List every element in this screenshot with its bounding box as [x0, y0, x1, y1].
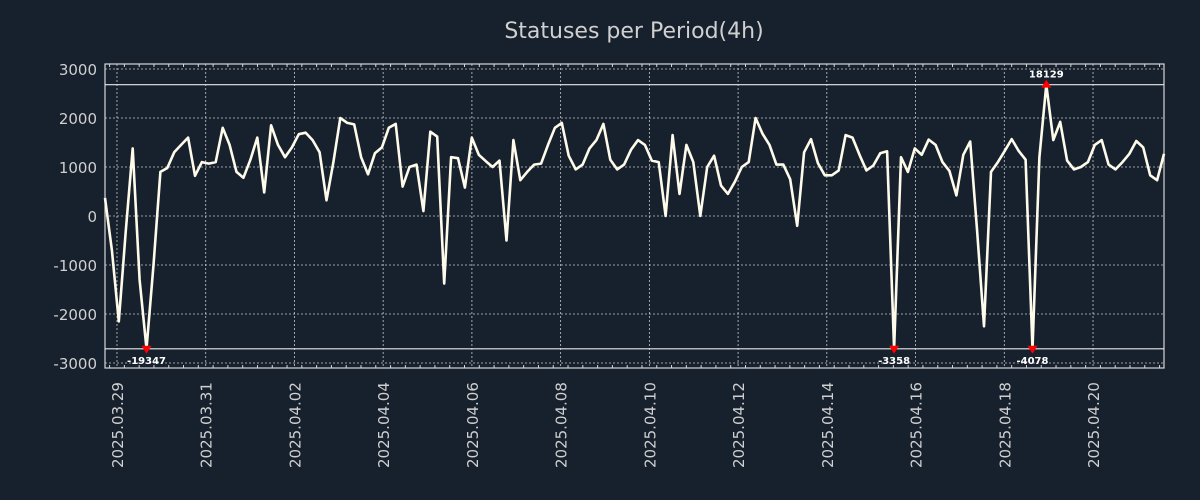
x-tick-label: 2025.04.16	[908, 382, 926, 468]
x-tick-label: 2025.03.29	[109, 382, 127, 468]
x-tick-label: 2025.04.06	[464, 382, 482, 468]
y-tick-label: 1000	[59, 159, 97, 177]
x-tick-label: 2025.04.12	[730, 382, 748, 468]
axes: 3000 2000 1000 0 -1000 -2000 -3000 2025.03.29 20…	[53, 61, 1165, 468]
x-tick-label: 2025.04.18	[996, 382, 1014, 468]
clip-value-label: 18129	[1029, 70, 1064, 81]
clip-value-label: -19347	[127, 356, 166, 367]
y-tick-label: 0	[87, 208, 97, 226]
y-tick-label: 2000	[59, 110, 97, 128]
x-tick-label: 2025.04.20	[1085, 382, 1103, 468]
y-tick-label: -1000	[53, 257, 97, 275]
x-tick-label: 2025.04.04	[375, 382, 393, 468]
x-tick-label: 2025.04.14	[819, 382, 837, 468]
clip-marker-down	[141, 345, 152, 354]
series-line	[103, 83, 1166, 351]
clip-marker-down	[889, 345, 900, 354]
plot-frame	[104, 63, 1165, 369]
annotations: -19347 -3358 -4078 18129	[127, 70, 1064, 367]
x-tick-label: 2025.03.31	[198, 382, 216, 468]
x-tick-label: 2025.04.10	[641, 382, 659, 468]
clip-marker-down	[1027, 345, 1038, 354]
clip-value-label: -4078	[1016, 356, 1048, 367]
x-tick-label: 2025.04.02	[286, 382, 304, 468]
x-tick-label: 2025.04.08	[553, 382, 571, 468]
y-tick-label: -2000	[53, 306, 97, 324]
series	[103, 83, 1166, 351]
y-tick-label: 3000	[59, 61, 97, 79]
grid	[105, 64, 1164, 368]
chart-title: Statuses per Period(4h)	[504, 19, 763, 44]
y-tick-label: -3000	[53, 355, 97, 373]
clip-value-label: -3358	[878, 356, 910, 367]
clip-marker-up	[1041, 79, 1052, 88]
